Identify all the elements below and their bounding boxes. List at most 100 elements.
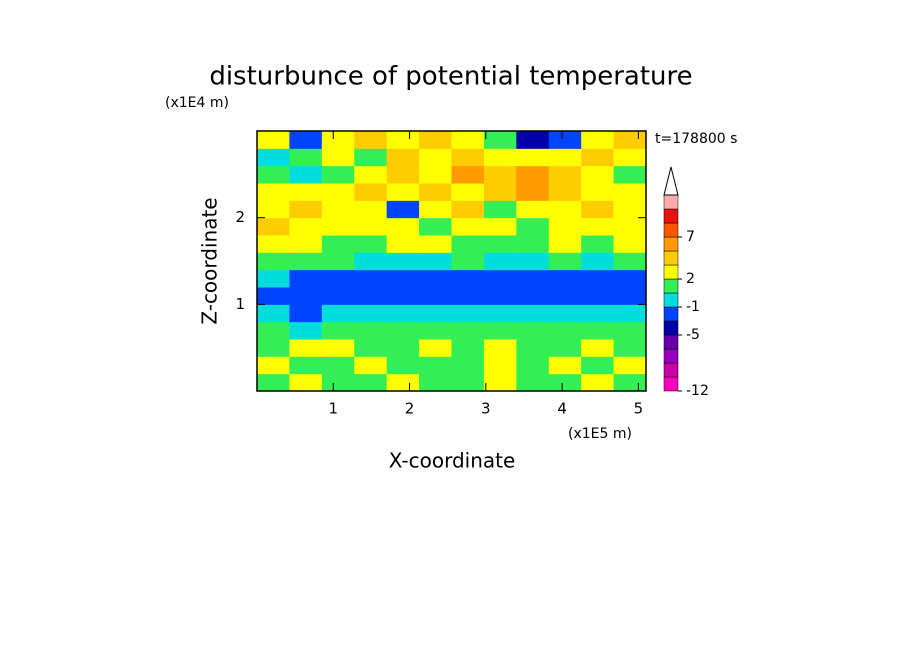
y-tick-label: 2 <box>235 208 245 226</box>
contour-cell <box>354 373 388 392</box>
contour-cell <box>386 304 420 323</box>
contour-cell <box>548 373 582 392</box>
contour-cell <box>451 373 485 392</box>
colorbar-segment <box>663 278 679 294</box>
contour-cell <box>548 165 582 184</box>
contour-cell <box>483 131 517 149</box>
colorbar-segment <box>663 348 679 364</box>
contour-cell <box>548 252 582 271</box>
contour-cell <box>354 356 388 375</box>
contour-cell <box>386 373 420 392</box>
contour-cell <box>451 304 485 323</box>
contour-cell <box>257 148 290 167</box>
contour-cell <box>581 373 615 392</box>
contour-cell <box>419 269 452 288</box>
colorbar-segment <box>663 208 679 224</box>
contour-cell <box>581 321 615 340</box>
contour-cell <box>581 339 615 357</box>
contour-cell <box>257 356 290 375</box>
contour-cell <box>419 356 452 375</box>
contour-cell <box>613 165 647 184</box>
contour-cell <box>516 356 550 375</box>
contour-cell <box>613 304 647 323</box>
contour-cell <box>289 356 323 375</box>
contour-cell <box>483 183 517 201</box>
contour-cell <box>516 200 550 219</box>
contour-cell <box>516 269 550 288</box>
contour-cell <box>581 200 615 219</box>
plot-frame <box>256 130 647 392</box>
contour-cell <box>451 252 485 271</box>
contour-cell <box>386 287 420 305</box>
contour-cell <box>419 183 452 201</box>
contour-cell <box>354 287 388 305</box>
contour-cell <box>257 235 290 253</box>
contour-cell <box>516 287 550 305</box>
contour-cell <box>386 217 420 236</box>
contour-cell <box>354 339 388 357</box>
contour-cell <box>257 321 290 340</box>
chart-title: disturbunce of potential temperature <box>209 62 692 92</box>
contour-cell <box>354 235 388 253</box>
contour-cell <box>483 269 517 288</box>
contour-cell <box>451 200 485 219</box>
contour-cell <box>451 165 485 184</box>
contour-cell <box>321 252 355 271</box>
contour-cell <box>516 131 550 149</box>
colorbar-segment <box>663 292 679 308</box>
contour-cell <box>321 356 355 375</box>
contour-cell <box>483 287 517 305</box>
contour-cell <box>548 269 582 288</box>
contour-cell <box>483 148 517 167</box>
colorbar-tick-label: -5 <box>686 327 700 343</box>
contour-cell <box>548 148 582 167</box>
contour-cell <box>516 339 550 357</box>
contour-cell <box>613 148 647 167</box>
contour-cell <box>321 217 355 236</box>
contour-cell <box>289 148 323 167</box>
contour-cell <box>321 321 355 340</box>
contour-cell <box>548 235 582 253</box>
contour-cell <box>516 217 550 236</box>
contour-cell <box>354 269 388 288</box>
contour-cell <box>257 339 290 357</box>
contour-cell <box>451 269 485 288</box>
contour-cell <box>613 183 647 201</box>
contour-cell <box>419 373 452 392</box>
contour-cell <box>321 165 355 184</box>
contour-cell <box>386 269 420 288</box>
colorbar-segment <box>663 376 679 392</box>
contour-cell <box>419 252 452 271</box>
contour-cell <box>289 269 323 288</box>
contour-cell <box>386 200 420 219</box>
contour-cell <box>386 252 420 271</box>
contour-cell <box>386 235 420 253</box>
x-axis-label: X-coordinate <box>389 449 516 473</box>
contour-cell <box>613 235 647 253</box>
contour-cell <box>613 217 647 236</box>
contour-cell <box>419 131 452 149</box>
contour-cell <box>516 165 550 184</box>
contour-cell <box>257 373 290 392</box>
contour-cell <box>483 304 517 323</box>
contour-cell <box>516 252 550 271</box>
x-tick-label: 3 <box>481 400 491 418</box>
colorbar-segment <box>663 306 679 322</box>
contour-cell <box>289 252 323 271</box>
colorbar-segment <box>663 236 679 252</box>
contour-cell <box>257 165 290 184</box>
x-tick-label: 4 <box>557 400 567 418</box>
contour-cell <box>321 304 355 323</box>
contour-cell <box>516 235 550 253</box>
contour-cell <box>613 321 647 340</box>
contour-cell <box>483 373 517 392</box>
colorbar-arrow <box>663 166 679 196</box>
colorbar-segment <box>663 250 679 266</box>
contour-cell <box>451 321 485 340</box>
contour-cell <box>321 148 355 167</box>
contour-cell <box>548 217 582 236</box>
contour-cell <box>581 183 615 201</box>
contour-cell <box>613 252 647 271</box>
contour-cell <box>451 148 485 167</box>
contour-cell <box>289 373 323 392</box>
